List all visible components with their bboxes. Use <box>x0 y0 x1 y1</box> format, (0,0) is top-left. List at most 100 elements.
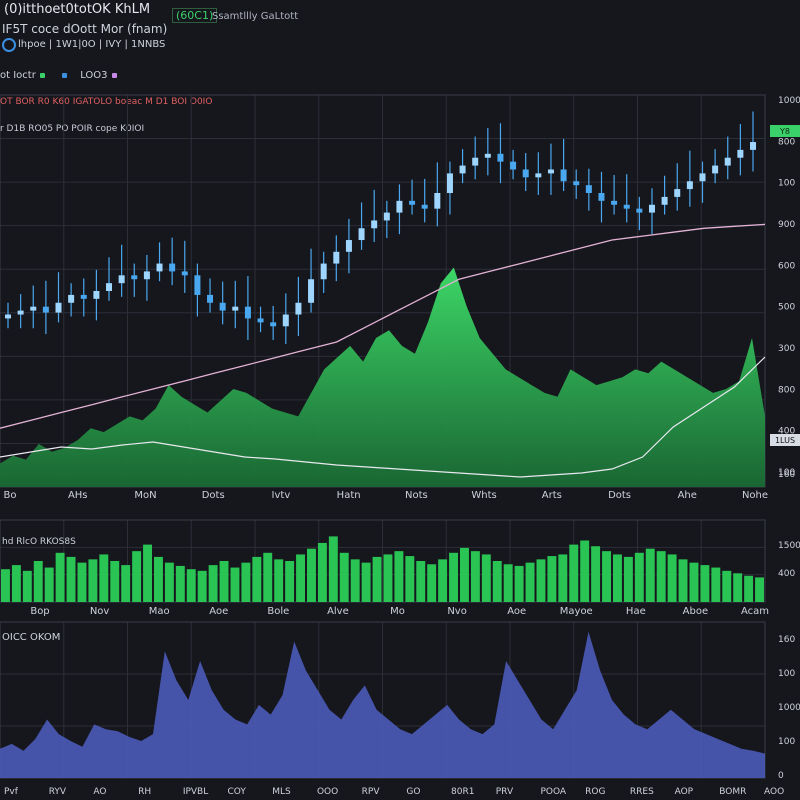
volume-bar <box>361 562 371 602</box>
candle-body <box>636 208 643 213</box>
volume-bar <box>591 546 601 602</box>
candle-body <box>573 181 580 186</box>
candle-body <box>446 173 453 193</box>
candle-body <box>308 279 315 303</box>
volume-label: hd RlcO RKOS8S <box>2 537 76 547</box>
volume-bar <box>645 548 655 602</box>
volume-bar <box>208 565 218 602</box>
volume-bar <box>121 565 131 602</box>
volume-bar <box>219 561 229 602</box>
volume-bar <box>372 556 382 602</box>
candle-body <box>143 271 150 280</box>
volume-bar <box>569 544 579 602</box>
x-tick-label: Whts <box>471 490 496 501</box>
bottom-label: PRV <box>496 787 514 797</box>
volume-bar <box>634 552 644 602</box>
volume-bar <box>481 554 491 602</box>
candle-body <box>547 169 554 174</box>
x-tick-label: Hatn <box>337 490 361 501</box>
candle-body <box>282 314 289 327</box>
candle-body <box>522 169 529 178</box>
volume-bar <box>460 547 469 602</box>
price-area-path <box>0 267 765 487</box>
bottom-label: RPV <box>362 787 381 797</box>
x-tick-label: Bo <box>4 490 17 501</box>
volume-bar <box>394 551 404 602</box>
x-tick-label: Ahe <box>678 490 697 501</box>
osc-y-tick: 160 <box>778 635 795 645</box>
vol-x-tick: Nov <box>90 606 110 617</box>
candle-body <box>585 185 592 193</box>
y-tick-label: 400 <box>778 427 795 437</box>
volume-bar <box>99 554 109 602</box>
volume-bar <box>263 552 273 602</box>
candle-body <box>674 189 681 197</box>
volume-bar <box>711 567 721 602</box>
legend-item: LOO3 <box>80 70 117 81</box>
bottom-label: AO <box>93 787 106 797</box>
volume-bar <box>656 551 666 602</box>
candle-body <box>333 251 340 264</box>
account-icon[interactable] <box>2 38 16 52</box>
volume-bar <box>438 559 448 602</box>
x-tick-label: MoN <box>134 490 156 501</box>
candle-body <box>371 220 378 229</box>
oscillator-area <box>0 631 765 778</box>
x-tick-label: AHs <box>68 490 88 501</box>
candle-body <box>358 228 365 241</box>
candle-body <box>42 306 49 313</box>
volume-bar <box>132 551 142 602</box>
status-badge[interactable]: (60C1) <box>172 8 218 23</box>
chart-header: (0)itthoet0totOK KhLM (60C1) Ssamtllly G… <box>0 0 800 134</box>
price-area <box>0 267 765 487</box>
vol-x-tick: Nvo <box>447 606 467 617</box>
bottom-label: MLS <box>272 787 291 797</box>
bottom-label: ROG <box>585 787 605 797</box>
volume-bar <box>307 548 316 602</box>
volume-bar <box>77 562 87 602</box>
bottom-label: RH <box>138 787 151 797</box>
volume-bar <box>274 559 284 602</box>
legend: ot Ioctr LOO3 <box>0 70 127 81</box>
volume-bar <box>44 567 54 602</box>
volume-bar <box>722 570 732 602</box>
volume-bar <box>514 565 524 602</box>
volume-bar <box>470 551 480 602</box>
oscillator <box>0 631 765 778</box>
candle-body <box>207 294 214 303</box>
legend-item <box>58 70 68 81</box>
vol-x-tick: Mayoe <box>560 606 593 617</box>
volume-bar <box>1 569 10 602</box>
candle-body <box>257 318 264 323</box>
ma-line-2 <box>0 356 766 478</box>
candle-body <box>169 263 176 272</box>
volume-bar <box>602 551 611 602</box>
candle-body <box>510 161 517 170</box>
x-tick-label: Nots <box>405 490 428 501</box>
volume-bar <box>143 544 152 602</box>
volume-bar <box>11 565 21 602</box>
bottom-label: BOMR <box>719 787 746 797</box>
x-tick-label: Ivtv <box>272 490 291 501</box>
candle-body <box>409 200 416 205</box>
candle-body <box>396 200 403 213</box>
vol-y-tick: 1500 <box>778 541 800 551</box>
price-tag <box>770 125 800 137</box>
volume-bar <box>186 569 196 602</box>
candle-body <box>459 165 466 174</box>
osc-y-tick: 0 <box>778 771 784 781</box>
indicator-line: OT BOR R0 K60 IGATOLO boeac M D1 BOI O0I… <box>0 97 213 107</box>
bottom-label: Pvf <box>4 787 19 797</box>
volume-bar <box>285 561 295 602</box>
candle-body <box>611 200 618 205</box>
bottom-label: 80R1 <box>451 787 474 797</box>
legend-item: ot Ioctr <box>0 70 45 81</box>
y-tick-label: 100 <box>778 179 795 189</box>
candle-body <box>55 302 62 313</box>
x-tick-label: Dots <box>608 490 631 501</box>
volume-bar <box>416 561 426 602</box>
volume-bar <box>154 556 163 602</box>
candle-body <box>661 196 668 205</box>
volume-bar <box>678 559 688 602</box>
